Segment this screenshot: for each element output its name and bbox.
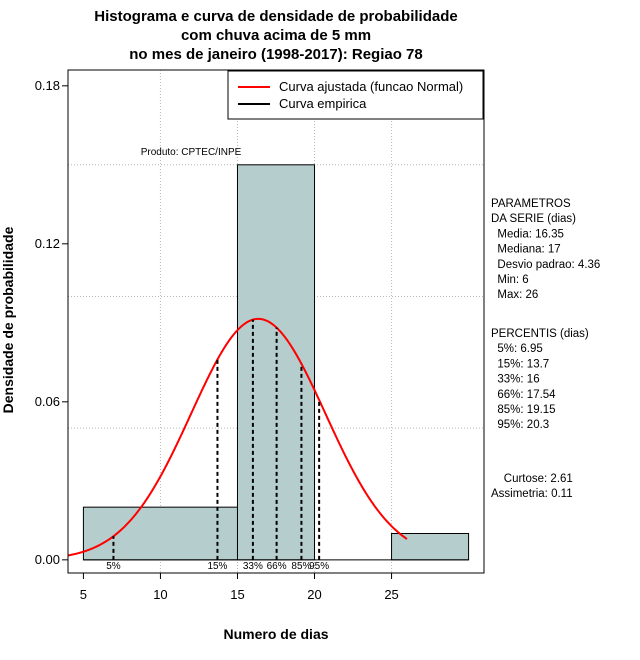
percentile-label-3: 66% xyxy=(267,561,287,572)
percentis-block: PERCENTIS (dias) 5%: 6.95 15%: 13.7 33%:… xyxy=(491,328,589,431)
legend: Curva ajustada (funcao Normal) Curva emp… xyxy=(227,70,484,120)
stats-panel: PARAMETROS DA SERIE (dias) Media: 16.35 M… xyxy=(491,198,600,500)
percentile-label-5: 95% xyxy=(309,561,329,572)
plot-frame xyxy=(67,69,485,574)
x-tick-label-3: 20 xyxy=(307,587,321,602)
parametros-line-3: Mediana: 17 xyxy=(491,244,561,256)
percentile-label-1: 15% xyxy=(207,561,227,572)
fitted-curve-group xyxy=(67,317,408,557)
percentis-line-3: 33%: 16 xyxy=(491,374,540,386)
y-axis-label: Densidade de probabilidade xyxy=(0,226,16,413)
shape-line-1: Assimetria: 0.11 xyxy=(491,488,573,500)
legend-label-empirical: Curva empirica xyxy=(279,96,367,111)
legend-box xyxy=(227,70,484,120)
percentis-line-1: 5%: 6.95 xyxy=(491,343,543,355)
parametros-line-2: Media: 16.35 xyxy=(491,228,564,240)
parametros-block: PARAMETROS DA SERIE (dias) Media: 16.35 M… xyxy=(491,198,600,301)
y-tick-label-3: 0.18 xyxy=(35,78,60,93)
percentile-lines: 5% 15% 33% 66% 85%95% xyxy=(106,319,329,572)
percentis-line-6: 95%: 20.3 xyxy=(491,419,549,431)
parametros-line-5: Min: 6 xyxy=(491,274,529,286)
x-axis-label: Numero de dias xyxy=(223,626,328,642)
percentile-label-0: 5% xyxy=(106,561,121,572)
parametros-line-0: PARAMETROS xyxy=(491,198,571,210)
histogram-bar-0 xyxy=(82,506,238,561)
parametros-line-6: Max: 26 xyxy=(491,289,538,301)
percentis-line-4: 66%: 17.54 xyxy=(491,389,556,401)
shape-stats-block: Curtose: 2.61 Assimetria: 0.11 xyxy=(491,473,573,500)
axes: 5 10 15 20 25 0.00 0.06 0.12 0.18 xyxy=(35,78,399,602)
percentis-line-5: 85%: 19.15 xyxy=(491,404,556,416)
normal-fit-curve xyxy=(67,317,408,557)
x-tick-label-2: 15 xyxy=(230,587,244,602)
chart-title: Histograma e curva de densidade de proba… xyxy=(94,8,457,63)
x-tick-label-0: 5 xyxy=(80,587,87,602)
percentis-line-2: 15%: 13.7 xyxy=(491,358,549,370)
parametros-line-1: DA SERIE (dias) xyxy=(491,213,576,225)
title-line-3: no mes de janeiro (1998-2017): Regiao 78 xyxy=(129,46,422,63)
shape-line-0: Curtose: 2.61 xyxy=(491,473,573,485)
y-tick-label-1: 0.06 xyxy=(35,394,60,409)
percentile-label-2: 33% xyxy=(243,561,263,572)
percentis-line-0: PERCENTIS (dias) xyxy=(491,328,589,340)
histogram-bar-3 xyxy=(391,532,470,561)
percentile-label-4: 85% xyxy=(291,561,311,572)
x-tick-label-1: 10 xyxy=(153,587,167,602)
y-tick-label-0: 0.00 xyxy=(35,552,60,567)
x-tick-label-4: 25 xyxy=(384,587,398,602)
parametros-line-4: Desvio padrao: 4.36 xyxy=(491,259,600,271)
legend-label-normal: Curva ajustada (funcao Normal) xyxy=(279,79,463,94)
title-line-1: Histograma e curva de densidade de proba… xyxy=(94,8,457,25)
y-tick-label-2: 0.12 xyxy=(35,236,60,251)
source-label: Produto: CPTEC/INPE xyxy=(141,147,242,158)
title-line-2: com chuva acima de 5 mm xyxy=(181,27,371,44)
